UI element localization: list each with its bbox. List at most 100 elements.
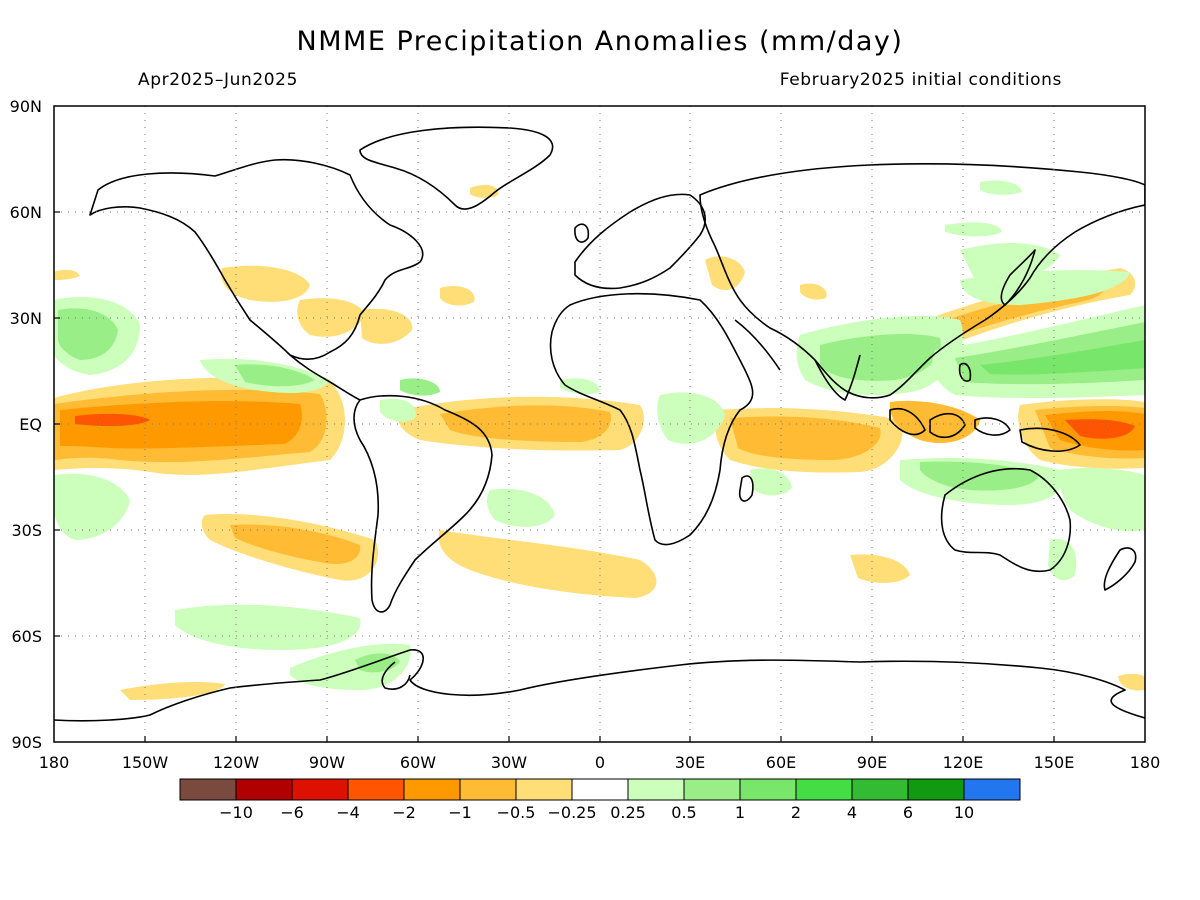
colorbar-label: 2 [791, 803, 801, 822]
dry-anomaly [730, 416, 881, 460]
colorbar-label: −2 [392, 803, 416, 822]
colorbar-label: −0.25 [547, 803, 596, 822]
colorbar-label: −10 [219, 803, 253, 822]
wet-anomaly [175, 604, 361, 650]
dry-anomaly [120, 682, 225, 700]
lon-tick: 0 [595, 753, 605, 772]
lat-tick: 30N [10, 309, 42, 328]
coastline [54, 649, 1145, 722]
colorbar-label: −6 [280, 803, 304, 822]
lat-tick: 30S [11, 521, 42, 540]
axis-ticks [54, 211, 1055, 742]
wet-anomaly [980, 340, 1145, 375]
map-title: NMME Precipitation Anomalies (mm/day) [296, 26, 904, 57]
map-area [54, 106, 1145, 742]
wet-anomaly [235, 364, 315, 387]
coastline [359, 126, 554, 210]
colorbar-label: −1 [448, 803, 472, 822]
colorbar-swatch [627, 778, 685, 801]
colorbar-swatch [683, 778, 741, 801]
dry-anomaly [850, 554, 910, 583]
dry-anomaly [440, 285, 475, 306]
lon-tick: 150W [122, 753, 169, 772]
coastline [1000, 249, 1036, 306]
lat-tick: EQ [19, 415, 42, 434]
lat-tick: 60N [10, 203, 42, 222]
dry-anomaly [438, 530, 657, 598]
coastline [889, 408, 926, 436]
coastline [89, 158, 424, 361]
colorbar-label: −0.5 [497, 803, 536, 822]
dry-anomaly [889, 400, 980, 444]
wet-anomaly [54, 473, 130, 540]
wet-anomaly [1048, 539, 1077, 581]
wet-anomaly [980, 180, 1022, 195]
coastline [353, 394, 493, 613]
lon-tick: 90E [857, 753, 887, 772]
coastline [289, 354, 361, 401]
wet-anomaly [750, 468, 792, 496]
wet-anomaly [487, 488, 555, 527]
lat-tick-labels: 90N 60N 30N EQ 30S 60S 90S [10, 97, 42, 752]
lon-tick: 180 [1130, 753, 1161, 772]
colorbar-swatch [739, 778, 797, 801]
wet-anomaly [380, 398, 416, 422]
dry-anomaly [470, 184, 499, 198]
coastline [929, 412, 966, 439]
colorbar-swatch [235, 778, 293, 801]
dry-anomaly [230, 524, 361, 565]
colorbar-swatch [571, 778, 629, 801]
wet-anomaly [657, 392, 725, 444]
colorbar-label: 1 [735, 803, 745, 822]
dry-anomaly [221, 265, 310, 302]
dry-anomaly [297, 298, 365, 337]
dry-anomaly [360, 308, 413, 344]
forecast-period: Apr2025–Jun2025 [138, 70, 298, 90]
lon-tick-labels: 180 150W 120W 90W 60W 30W 0 30E 60E 90E … [39, 753, 1161, 772]
lon-tick: 60E [766, 753, 796, 772]
colorbar-swatch [291, 778, 349, 801]
colorbar-label: 0.25 [610, 803, 646, 822]
lon-tick: 120E [943, 753, 984, 772]
colorbar-label: −4 [336, 803, 360, 822]
dry-anomaly [1065, 419, 1135, 439]
coastline [974, 417, 1011, 436]
lon-tick: 30W [491, 753, 527, 772]
dry-anomaly [800, 283, 827, 300]
coastline [738, 475, 754, 502]
lat-tick: 90N [10, 97, 42, 116]
anomaly-shading [54, 180, 1145, 700]
colorbar-labels: −10 −6 −4 −2 −1 −0.5 −0.25 0.25 0.5 1 2 4 6 10 [219, 803, 974, 822]
coastline [814, 354, 861, 401]
colorbar-label: 10 [954, 803, 974, 822]
lat-tick: 60S [11, 627, 42, 646]
wet-anomaly [58, 308, 118, 360]
colorbar-label: 0.5 [671, 803, 696, 822]
lon-tick: 60W [400, 753, 436, 772]
colorbar-swatch [515, 778, 573, 801]
initial-conditions: February2025 initial conditions [779, 70, 1062, 90]
wet-anomaly [1059, 467, 1145, 532]
coastline [958, 362, 972, 382]
colorbar-label: 6 [903, 803, 913, 822]
dry-anomaly [705, 256, 745, 291]
colorbar-swatch [907, 778, 965, 801]
wet-anomaly [560, 378, 600, 395]
dry-anomaly [75, 413, 150, 427]
coastline [1103, 547, 1137, 591]
lon-tick: 150E [1034, 753, 1075, 772]
colorbar-swatch [347, 778, 405, 801]
colorbar-swatch [403, 778, 461, 801]
coastline [940, 467, 1072, 573]
lon-tick: 180 [39, 753, 70, 772]
colorbar-swatch [459, 778, 517, 801]
coastline [574, 223, 590, 243]
wet-anomaly [400, 378, 440, 396]
colorbar-swatch [963, 778, 1021, 801]
wet-anomaly [820, 334, 941, 381]
coastline [734, 319, 781, 371]
dry-anomaly [60, 401, 302, 449]
lon-tick: 90W [309, 753, 345, 772]
colorbar-swatch [851, 778, 909, 801]
